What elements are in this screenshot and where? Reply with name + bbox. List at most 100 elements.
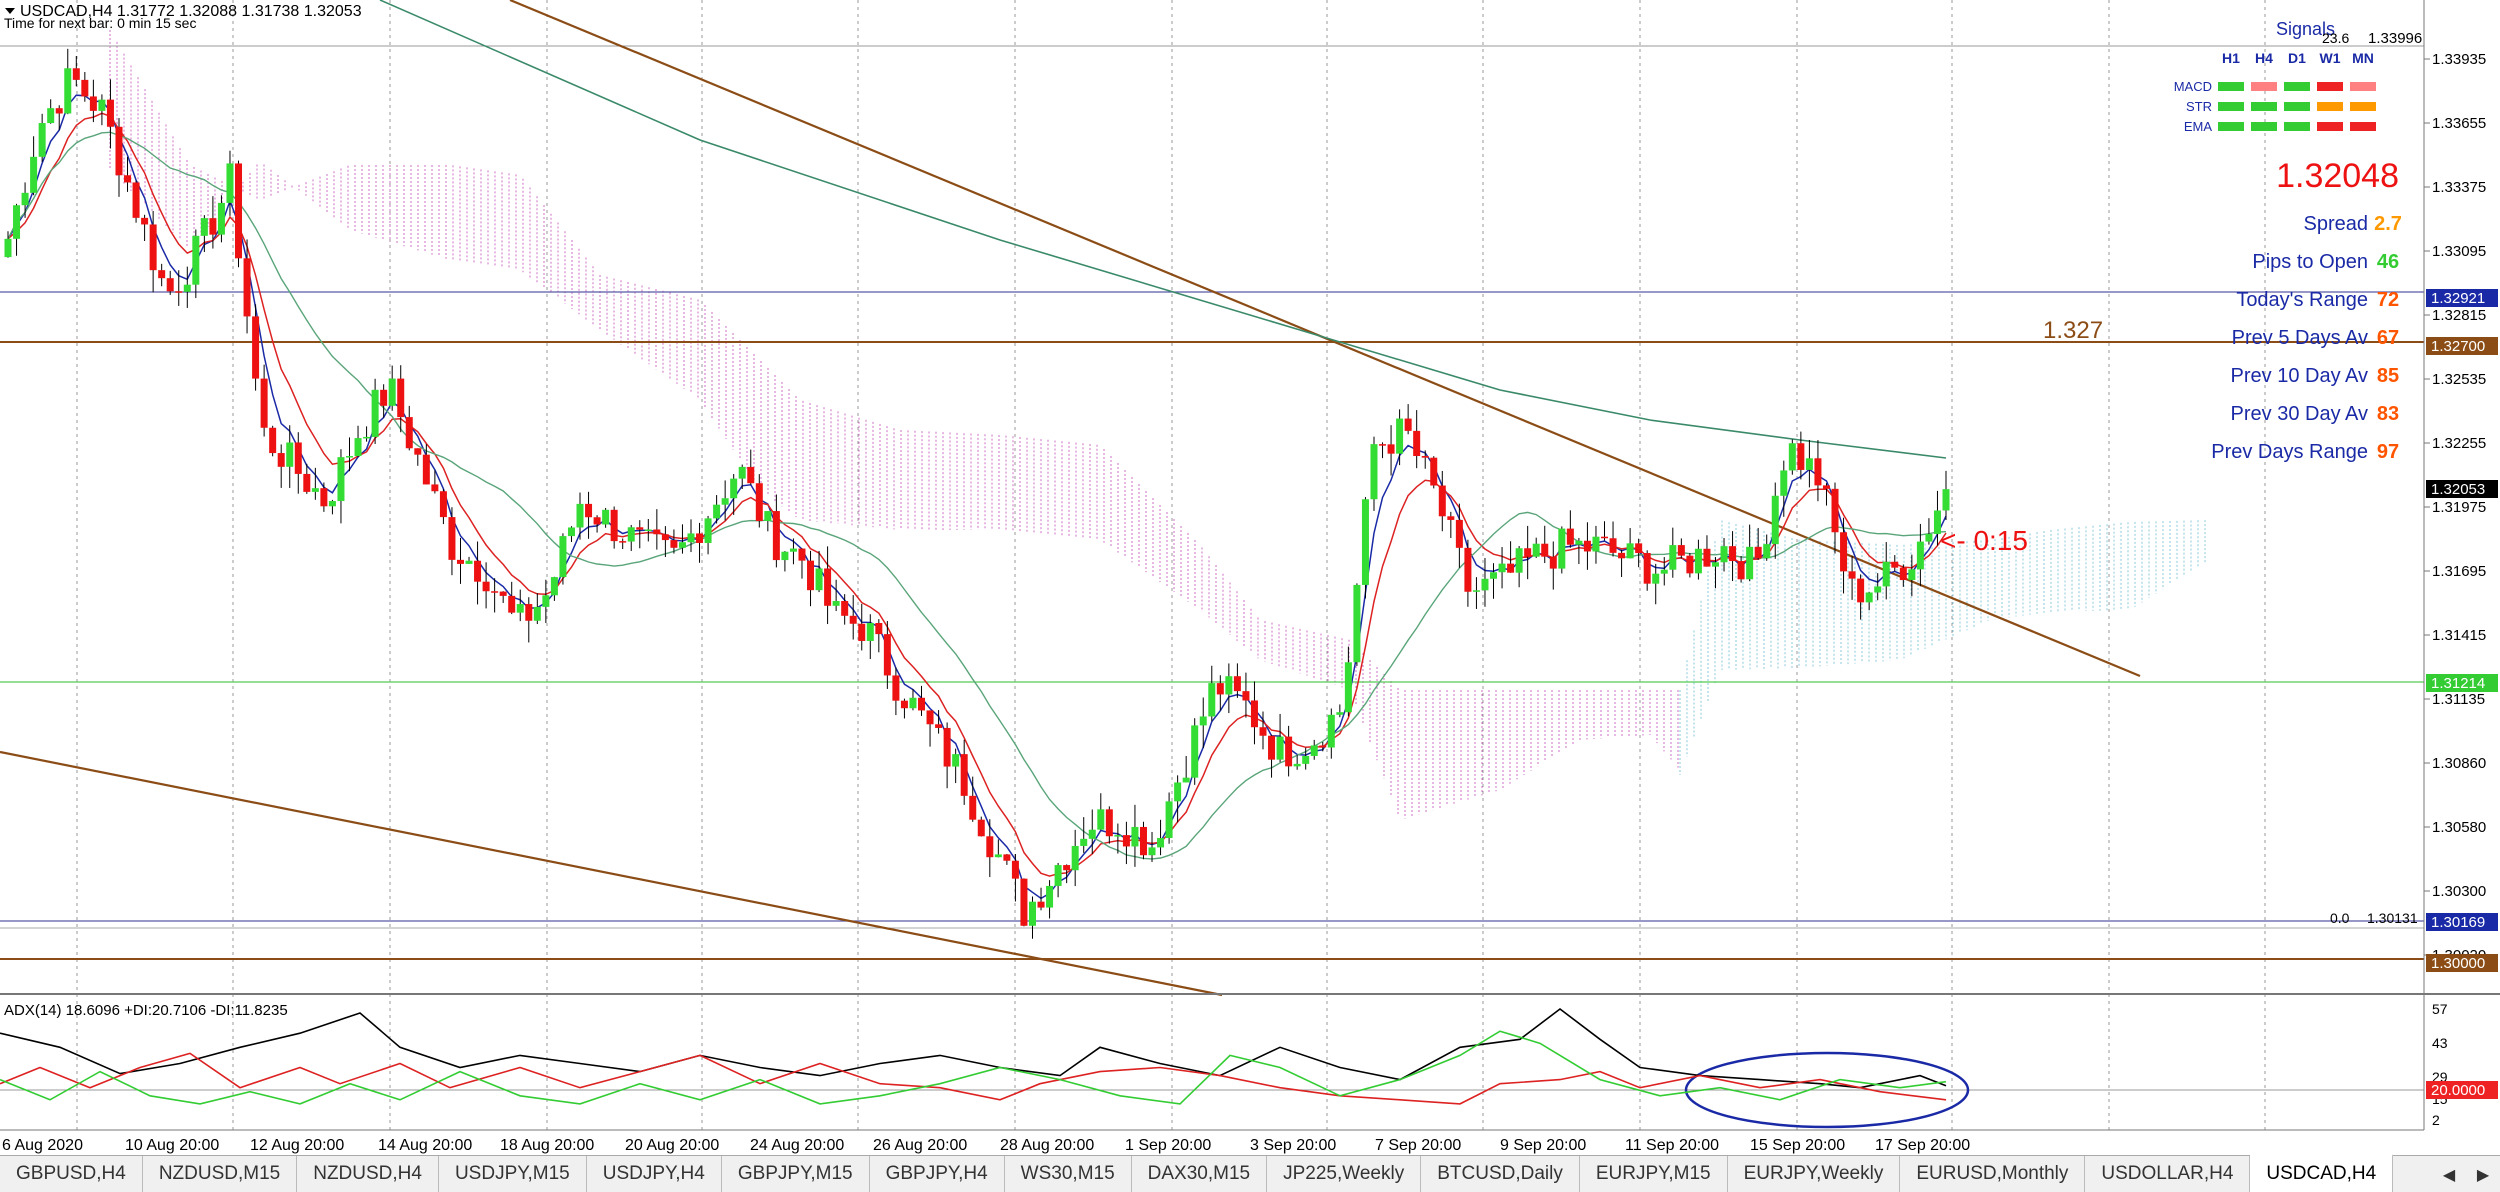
candle-body (1268, 735, 1276, 760)
time-axis[interactable]: 6 Aug 2020 10 Aug 20:00 12 Aug 20:00 14 Aug… (0, 1129, 2424, 1154)
candle-body (311, 488, 319, 492)
time-tick-label: 18 Aug 20:00 (500, 1137, 594, 1154)
candle-body (30, 156, 38, 193)
chart-tab[interactable]: GBPJPY,H4 (870, 1156, 1005, 1192)
price-marker (2426, 954, 2498, 972)
stat-value: 72 (2377, 289, 2399, 311)
chart-tab[interactable]: WS30,M15 (1005, 1156, 1132, 1192)
chart-tab[interactable]: GBPUSD,H4 (0, 1156, 143, 1192)
chart-header: USDCAD,H4 1.31772 1.32088 1.31738 1.3205… (4, 3, 362, 31)
chart-tab-bar: GBPUSD,H4 NZDUSD,M15 NZDUSD,H4 USDJPY,M15 US… (0, 1154, 2500, 1192)
signal-cell (2218, 122, 2244, 131)
candle-body (909, 697, 917, 709)
chart-tab[interactable]: GBPJPY,M15 (722, 1156, 870, 1192)
adx-tick-label: 43 (2432, 1035, 2448, 1051)
candle-body (1387, 444, 1395, 454)
candle-body (713, 504, 721, 519)
candle-body (533, 606, 541, 621)
candle-body (1148, 847, 1156, 856)
chart-tab[interactable]: NZDUSD,H4 (297, 1156, 439, 1192)
chart-tab[interactable]: EURJPY,Weekly (1728, 1156, 1901, 1192)
candle-body (345, 456, 353, 458)
chart-tab[interactable]: NZDUSD,M15 (143, 1156, 298, 1192)
candle-body (1515, 548, 1523, 573)
candle-body (1652, 573, 1660, 584)
candle-body (1660, 569, 1668, 574)
signals-panel: Signals 23.6 1.33996 H1 H4 D1 W1 MN MACD STR EM… (2174, 19, 2423, 134)
price-marker (2426, 480, 2498, 498)
candle-body (824, 568, 832, 606)
chart-tab[interactable]: BTCUSD,Daily (1421, 1156, 1580, 1192)
candle-body (1575, 540, 1583, 545)
candle-body (1891, 561, 1899, 568)
ma-fast-blue (7, 94, 1947, 900)
price-tick-label: 1.33935 (2432, 51, 2486, 68)
candle-body (1541, 543, 1549, 557)
fib-zero-label: 0.0 (2330, 910, 2350, 926)
chart-tab[interactable]: EURUSD,Monthly (1900, 1156, 2086, 1192)
candle-body (1703, 548, 1711, 567)
level-1327-label: 1.327 (2043, 317, 2103, 344)
price-tick-label: 1.31415 (2432, 627, 2486, 644)
candle-body (1916, 541, 1924, 570)
chart-tab[interactable]: USDJPY,M15 (439, 1156, 587, 1192)
candle-body (1319, 745, 1327, 748)
candle-body (149, 224, 157, 271)
candle-body (1191, 725, 1199, 778)
time-tick-label: 20 Aug 20:00 (625, 1137, 719, 1154)
fib-23-value: 1.33996 (2368, 30, 2422, 47)
signal-cell (2317, 122, 2343, 131)
candle-body (1908, 569, 1916, 581)
current-price: 1.32048 (2276, 157, 2399, 195)
chart-tab[interactable]: USDCAD,H4 (2250, 1154, 2394, 1192)
time-tick-label: 26 Aug 20:00 (873, 1137, 967, 1154)
chart-tab[interactable]: EURJPY,M15 (1580, 1156, 1728, 1192)
time-tick-label: 12 Aug 20:00 (250, 1137, 344, 1154)
tab-bar-spacer (2393, 1156, 2432, 1192)
candle-body (1566, 528, 1574, 545)
chart-tab[interactable]: USDJPY,H4 (587, 1156, 722, 1192)
stat-value: 67 (2377, 327, 2399, 349)
candle-body (1788, 443, 1796, 471)
candle-body (772, 511, 780, 561)
price-tick-label: 1.32815 (2432, 307, 2486, 324)
price-marker (2426, 674, 2498, 692)
candle-body (175, 291, 183, 293)
candle-body (1635, 543, 1643, 554)
candle-body (1840, 532, 1848, 572)
stat-label: Pips to Open (2252, 251, 2368, 273)
chart-tab[interactable]: USDOLLAR,H4 (2085, 1156, 2251, 1192)
candle-body (550, 577, 558, 596)
candle-body (678, 542, 686, 548)
candle-body (576, 503, 584, 528)
fib-zero-value: 1.30131 (2367, 910, 2418, 926)
candle-body (1216, 683, 1224, 695)
price-axis[interactable]: 1.33935 1.33655 1.33375 1.33095 1.32815 1.325… (2423, 0, 2498, 1130)
signal-cell (2350, 102, 2376, 111)
candle-body (943, 727, 951, 767)
candle-body (1105, 809, 1113, 837)
candle-body (1404, 418, 1412, 431)
candle-body (1003, 854, 1011, 861)
candle-body (721, 498, 729, 505)
candle-body (1259, 727, 1267, 736)
chart-tab[interactable]: JP225,Weekly (1267, 1156, 1422, 1192)
candle-body (320, 488, 328, 507)
signal-cell (2317, 102, 2343, 111)
candle-body (217, 202, 225, 235)
candle-body (1455, 519, 1463, 548)
price-chart[interactable]: USDCAD,H4 1.31772 1.32088 1.31738 1.3205… (0, 0, 2500, 1155)
chart-tab[interactable]: DAX30,M15 (1132, 1156, 1268, 1192)
candle-body (260, 378, 268, 428)
price-marker-label: 1.31214 (2431, 675, 2485, 692)
signal-row-label: EMA (2184, 119, 2213, 134)
signal-cell (2251, 102, 2277, 111)
ma-red (7, 112, 1947, 877)
candle-body (1097, 809, 1105, 830)
scroll-right-icon[interactable]: ▶ (2476, 1164, 2490, 1184)
candle-body (183, 284, 191, 292)
candle-body (602, 509, 610, 525)
candle-body (858, 623, 866, 641)
price-marker-label: 1.32053 (2431, 481, 2485, 498)
scroll-left-icon[interactable]: ◀ (2442, 1164, 2456, 1184)
